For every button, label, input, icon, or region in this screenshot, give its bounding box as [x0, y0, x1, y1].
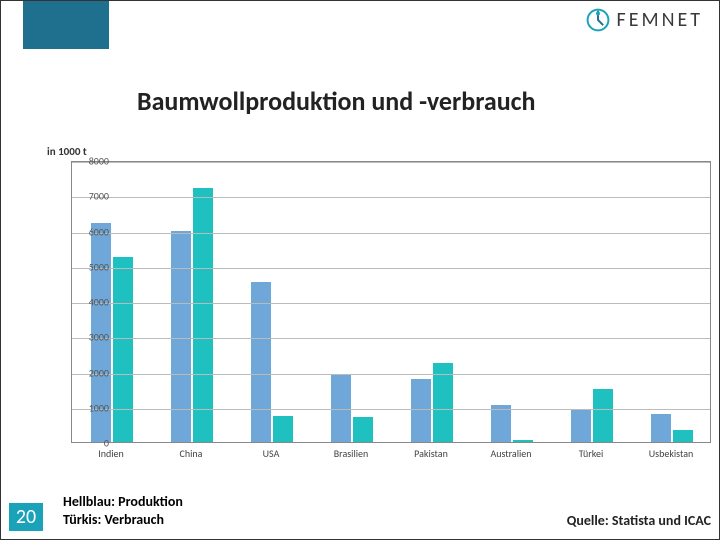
y-tick-label: 8000: [75, 155, 109, 168]
gridline: [72, 338, 710, 339]
page-number: 20: [9, 503, 43, 531]
bar: [651, 414, 671, 442]
gridline: [72, 197, 710, 198]
gridline: [72, 374, 710, 375]
y-tick-label: 7000: [75, 190, 109, 203]
gridline: [72, 268, 710, 269]
x-tick-label: Pakistan: [414, 447, 448, 460]
bar: [411, 379, 431, 442]
bar: [491, 405, 511, 442]
x-tick-label: Australien: [490, 447, 531, 460]
legend-line-1: Hellblau: Produktion: [63, 493, 183, 511]
gridline: [72, 409, 710, 410]
logo: FEMNET: [585, 7, 703, 33]
slide: FEMNET Baumwollproduktion und -verbrauch…: [0, 0, 720, 540]
x-tick-label: Türkei: [579, 447, 604, 460]
bar: [433, 363, 453, 442]
legend-line-2: Türkis: Verbrauch: [63, 511, 183, 529]
plot-area: [71, 161, 711, 443]
bar: [571, 410, 591, 442]
bars-layer: [72, 162, 710, 442]
logo-text: FEMNET: [617, 8, 703, 32]
y-tick-label: 1000: [75, 401, 109, 414]
x-tick-label: Usbekistan: [649, 447, 693, 460]
x-tick-label: China: [180, 447, 203, 460]
header-tab: [23, 1, 109, 49]
gridline: [72, 233, 710, 234]
gridline: [72, 162, 710, 163]
x-tick-label: Brasilien: [334, 447, 369, 460]
bar: [593, 389, 613, 442]
gridline: [72, 303, 710, 304]
bar: [513, 440, 533, 442]
x-tick-label: Indien: [98, 447, 124, 460]
logo-icon: [585, 7, 611, 33]
y-tick-label: 5000: [75, 260, 109, 273]
chart-title: Baumwollproduktion und -verbrauch: [137, 85, 536, 117]
bar: [193, 188, 213, 442]
legend: Hellblau: Produktion Türkis: Verbrauch: [63, 493, 183, 529]
chart: 010002000300040005000600070008000IndienC…: [33, 161, 713, 471]
x-tick-label: USA: [263, 447, 280, 460]
bar: [353, 417, 373, 442]
bar: [113, 257, 133, 442]
bar: [251, 282, 271, 442]
bar: [273, 416, 293, 442]
bar: [673, 430, 693, 442]
y-tick-label: 6000: [75, 225, 109, 238]
y-tick-label: 2000: [75, 366, 109, 379]
source-text: Quelle: Statista und ICAC: [567, 512, 711, 529]
bar: [171, 231, 191, 443]
y-tick-label: 3000: [75, 331, 109, 344]
y-tick-label: 4000: [75, 296, 109, 309]
